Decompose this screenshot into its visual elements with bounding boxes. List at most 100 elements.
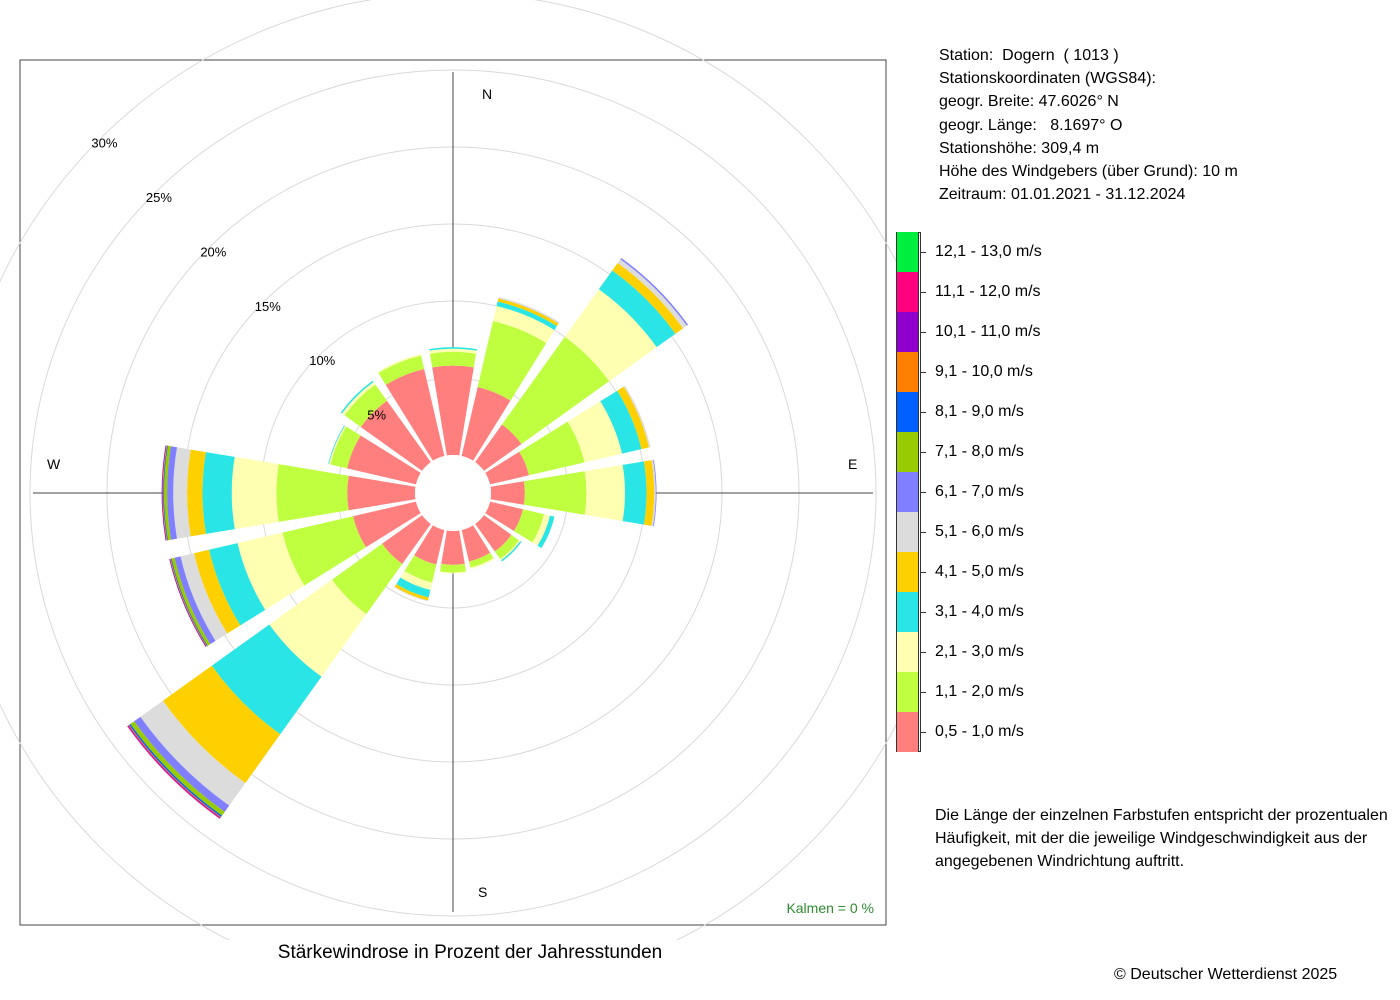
sector-segment-SE (501, 541, 522, 562)
legend-tick (920, 692, 926, 693)
sector-segment-NE (612, 263, 683, 334)
sector-segment-ENE (600, 390, 642, 454)
direction-label-west: W (47, 456, 61, 472)
sector-segment-N (432, 365, 474, 456)
sector-segment-WSW (180, 553, 228, 641)
sector-segment-ESE (532, 514, 551, 546)
sector-segment-NW (360, 400, 431, 471)
legend-label: 3,1 - 4,0 m/s (935, 603, 1024, 620)
copyright: © Deutscher Wetterdienst 2025 (1114, 966, 1338, 983)
sector-segment-SW (211, 624, 322, 735)
wind-rose-chart: 5% 10% 15% 20% 25% 30% N E S W Kalmen = 0 % (0, 0, 900, 940)
sector-segment-NNE (461, 386, 511, 461)
sector-segment-W (202, 452, 235, 534)
legend-swatch (896, 632, 919, 672)
sector-segment-SE (494, 534, 519, 559)
sector-segment-SSW (404, 555, 437, 583)
legend-tick (920, 532, 926, 533)
legend-swatch (896, 592, 919, 632)
sector-segment-SW (162, 665, 281, 784)
station-longitude: geogr. Länge: 8.1697° O (939, 116, 1123, 134)
sector-segment-W (162, 445, 168, 541)
legend-label: 7,1 - 8,0 m/s (935, 443, 1024, 460)
sector-segment-NE (617, 259, 687, 329)
sector-segment-ENE (567, 401, 623, 463)
legend-tick (920, 252, 926, 253)
sector-segment-WSW (282, 516, 366, 586)
sector-segment-S (439, 571, 467, 574)
sector-segment-SW (382, 515, 431, 564)
legend-label: 11,1 - 12,0 m/s (935, 283, 1041, 300)
sector-segment-E (490, 481, 525, 505)
legend-label: 5,1 - 6,0 m/s (935, 523, 1024, 540)
legend-swatch (896, 472, 919, 512)
sector-segment-E (622, 461, 647, 525)
sector-segment-NE (475, 424, 522, 471)
explanation-note: Die Länge der einzelnen Farbstufen entsp… (935, 807, 1388, 870)
sector-segment-ENE (623, 385, 651, 448)
sector-segment-WSW (171, 557, 211, 646)
legend-swatch (896, 552, 919, 592)
legend-swatch (896, 312, 919, 352)
sector-segment-SSW (414, 525, 445, 565)
sector-segment-SW (134, 716, 230, 812)
legend-tick (920, 612, 926, 613)
legend-swatch (896, 512, 919, 552)
sector-segment-N (429, 348, 477, 354)
legend-tick (920, 452, 926, 453)
sector-segment-E (651, 459, 656, 527)
sector-segment-WNW (328, 425, 345, 465)
sector-segment-NNE (496, 301, 557, 330)
grid-ring (29, 69, 877, 917)
sector-segment-NE (564, 289, 657, 382)
sector-segment-SSW (394, 586, 428, 602)
sector-segment-SW (140, 700, 246, 806)
legend-label: 12,1 - 13,0 m/s (935, 243, 1042, 260)
sector-segment-NNW (385, 368, 445, 461)
legend-label: 4,1 - 5,0 m/s (935, 563, 1024, 580)
ring-label: 5% (367, 408, 386, 423)
sector-segment-SSE (470, 557, 495, 570)
legend-tick (920, 372, 926, 373)
sector-segment-ENE (519, 421, 585, 476)
sector-segment-WSW (194, 549, 241, 634)
sector-segment-NNE (477, 320, 547, 401)
legend-swatch (896, 392, 919, 432)
sector-segment-NE (598, 270, 676, 348)
sector-segment-W (167, 446, 177, 540)
sector-segment-W (231, 456, 279, 530)
sector-segment-W (187, 449, 206, 537)
station-elevation: Stationshöhe: 309,4 m (939, 139, 1100, 157)
direction-label-south: S (478, 884, 487, 900)
sector-segment-SSE (461, 525, 491, 562)
ring-label: 30% (91, 135, 117, 150)
legend-swatch (896, 232, 919, 272)
sector-segment-N (429, 347, 477, 351)
sector-segment-ENE (617, 386, 650, 450)
legend-label: 0,5 - 1,0 m/s (935, 723, 1024, 740)
sector-segment-W (163, 445, 171, 541)
legend-label: 2,1 - 3,0 m/s (935, 643, 1024, 660)
sector-segment-WNW (328, 425, 347, 465)
sector-segment-NNE (498, 296, 560, 324)
sector-segment-S (440, 563, 466, 573)
legend-swatch (896, 672, 919, 712)
sector-segment-E (643, 460, 655, 526)
legend-tick (920, 332, 926, 333)
sector-segment-SSW (394, 584, 429, 601)
center-hole (415, 455, 491, 531)
ring-label: 20% (200, 244, 226, 259)
sensor-height: Höhe des Windgebers (über Grund): 10 m (939, 163, 1238, 181)
station-coords-header: Stationskoordinaten (WGS84): (939, 70, 1156, 88)
direction-label-north: N (482, 86, 492, 102)
sector-segment-ESE (537, 515, 555, 549)
sector-segment-ESE (485, 501, 524, 531)
sector-segment-NW (341, 381, 376, 416)
direction-label-east: E (848, 456, 857, 472)
sector-segment-E (584, 464, 625, 522)
sector-segment-SE (475, 515, 512, 552)
sector-segment-SSE (468, 552, 494, 568)
sector-segment-W (173, 447, 191, 539)
sector-segment-SE (500, 540, 521, 561)
sector-segment-NW (344, 384, 387, 427)
